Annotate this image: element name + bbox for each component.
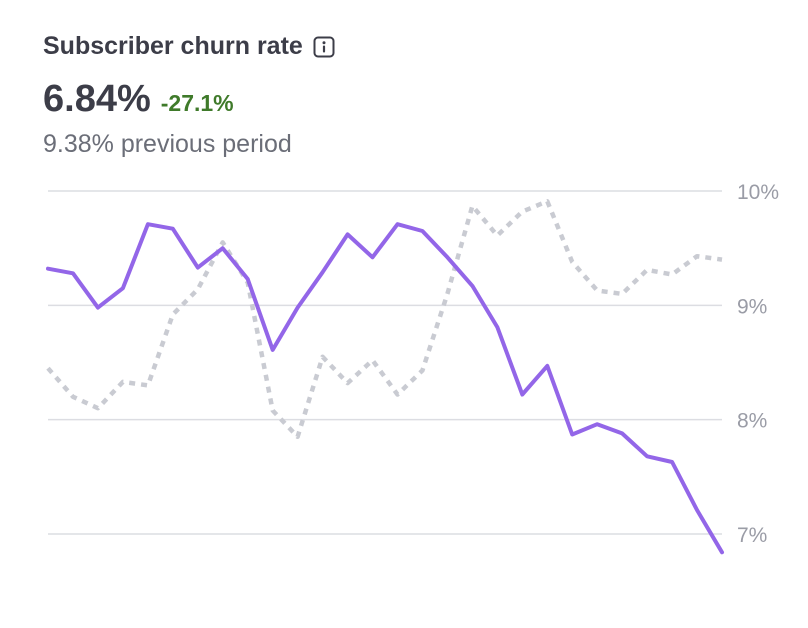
current-period-line [46, 222, 724, 555]
previous-period-value: 9.38% previous period [43, 130, 292, 158]
y-tick-label: 10% [737, 181, 779, 204]
y-tick-label: 9% [737, 295, 767, 318]
metric-row: 6.84% -27.1% [43, 78, 234, 121]
chart-title: Subscriber churn rate [43, 32, 303, 60]
y-tick-label: 7% [737, 524, 767, 547]
title-row: Subscriber churn rate [43, 32, 335, 61]
change-badge: -27.1% [160, 90, 234, 116]
previous-period-line [46, 199, 723, 440]
info-icon[interactable] [313, 36, 335, 58]
y-tick-label: 8% [737, 410, 767, 433]
current-value: 6.84% [43, 78, 151, 120]
